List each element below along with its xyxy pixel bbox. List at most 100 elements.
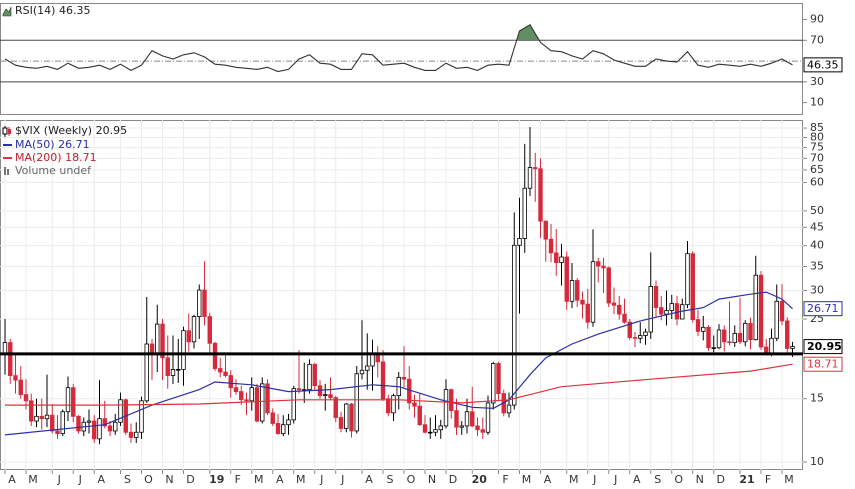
candle-body xyxy=(706,326,711,349)
candle-body xyxy=(417,405,422,426)
candle-body xyxy=(506,404,512,414)
candle-body xyxy=(438,425,443,431)
candle-body xyxy=(39,415,44,420)
candle-body xyxy=(239,391,244,401)
candle-body xyxy=(76,415,81,432)
candle-body xyxy=(249,387,254,402)
candle-body xyxy=(18,379,23,396)
candle-body xyxy=(265,383,270,414)
price-panel xyxy=(0,120,803,470)
x-tick-label: N xyxy=(428,473,436,486)
ma50-last-value-box xyxy=(803,301,843,317)
rsi-legend: RSI(14) 46.35 xyxy=(15,4,90,17)
candle-body xyxy=(291,388,296,421)
ma200-legend: MA(200) 18.71 xyxy=(15,151,97,164)
candle-body xyxy=(270,412,275,424)
candle-legend-icon xyxy=(8,129,11,134)
candle-body xyxy=(333,397,338,418)
x-tick-label: M xyxy=(28,473,38,486)
candle-body xyxy=(228,375,233,389)
candle-body xyxy=(118,399,123,423)
candle-body xyxy=(611,302,617,306)
candle-body xyxy=(580,299,585,305)
volume-legend-icon xyxy=(4,167,6,175)
candle-body xyxy=(716,329,722,349)
candle-body xyxy=(711,347,716,349)
candle-body xyxy=(512,244,517,406)
candle-body xyxy=(128,431,134,438)
x-tick-label: J xyxy=(613,473,617,486)
candle-body xyxy=(260,383,265,422)
y-tick-label: 70 xyxy=(810,33,824,46)
candle-body xyxy=(753,274,758,341)
candle-body xyxy=(575,280,580,301)
candle-body xyxy=(412,402,417,407)
candle-body xyxy=(370,354,375,367)
candle-body xyxy=(186,330,191,343)
candle-body xyxy=(669,303,674,311)
candle-body xyxy=(134,431,139,438)
candle-body xyxy=(443,389,449,427)
volume-legend-icon xyxy=(7,169,9,175)
candle-body xyxy=(554,252,559,263)
volume-legend: Volume undef xyxy=(15,164,92,177)
candle-body xyxy=(779,300,785,322)
candle-body xyxy=(569,280,575,302)
candle-body xyxy=(296,388,302,391)
candle-body xyxy=(386,398,391,414)
candle-body xyxy=(307,363,312,391)
candle-body xyxy=(454,410,459,428)
candle-body xyxy=(233,387,239,393)
rsi-last-value: 46.35 xyxy=(807,58,839,71)
candle-body xyxy=(690,253,695,321)
candle-body xyxy=(107,425,113,432)
candle-body xyxy=(743,323,748,343)
candle-body xyxy=(8,342,13,376)
x-tick-label: J xyxy=(592,473,596,486)
x-tick-label: S xyxy=(124,473,131,486)
candle-body xyxy=(380,361,386,400)
candle-body xyxy=(176,369,181,371)
x-tick-label: M xyxy=(784,473,794,486)
candle-body xyxy=(627,321,632,338)
candle-body xyxy=(517,238,522,246)
candle-body xyxy=(92,420,97,440)
y-tick-label: 35 xyxy=(810,260,824,273)
y-tick-label: 15 xyxy=(810,392,824,405)
x-tick-label: A xyxy=(97,473,105,486)
candle-body xyxy=(769,337,774,355)
candle-body xyxy=(674,303,680,320)
candle-body xyxy=(790,346,795,349)
x-tick-label: F xyxy=(765,473,771,486)
candle-body xyxy=(55,430,60,434)
candle-body xyxy=(102,418,107,427)
candle-body xyxy=(155,323,160,356)
candle-body xyxy=(527,167,533,189)
price-last-value-box xyxy=(803,339,843,355)
candle-body xyxy=(244,399,249,402)
candle-body xyxy=(338,417,344,429)
candle-body xyxy=(65,387,71,413)
candle-body xyxy=(50,414,55,432)
x-tick-label: A xyxy=(8,473,16,486)
candle-body xyxy=(2,342,8,355)
candle-body xyxy=(606,267,611,304)
x-tick-label: J xyxy=(319,473,323,486)
candle-body xyxy=(23,394,29,402)
candle-body xyxy=(433,429,438,433)
candle-body xyxy=(617,304,622,315)
x-tick-label: D xyxy=(186,473,194,486)
candle-body xyxy=(428,431,433,434)
moving-average xyxy=(5,363,793,406)
x-tick-label: N xyxy=(165,473,173,486)
x-tick-label: D xyxy=(449,473,457,486)
candle-body xyxy=(212,342,218,369)
candle-body xyxy=(170,369,176,376)
candle-body xyxy=(638,335,643,339)
candle-body xyxy=(737,332,743,343)
x-tick-label: O xyxy=(144,473,153,486)
x-tick-label: J xyxy=(340,473,344,486)
ma50-legend: MA(50) 26.71 xyxy=(15,138,90,151)
candle-body xyxy=(365,365,370,371)
